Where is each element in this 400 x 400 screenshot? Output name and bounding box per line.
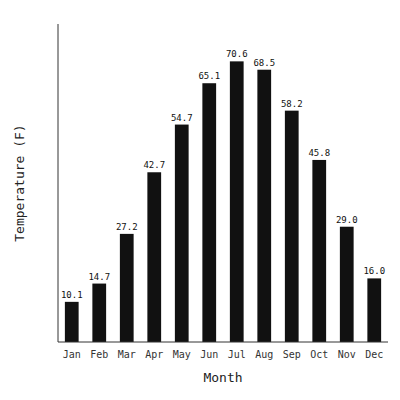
x-tick-label: Sep [283,349,301,360]
x-tick-label: May [173,349,191,360]
data-label: 68.5 [253,58,275,68]
x-axis-line [58,342,388,343]
x-tick-label: Jul [228,349,246,360]
data-label: 54.7 [171,113,193,123]
bar [230,61,244,342]
bars [65,61,381,342]
data-label: 45.8 [308,148,330,158]
bar [312,160,326,342]
data-label: 65.1 [198,71,220,81]
x-tick-label: Nov [338,349,356,360]
data-label: 42.7 [143,160,165,170]
x-tick-label: Dec [365,349,383,360]
bar [120,234,134,342]
data-label: 10.1 [61,290,83,300]
bar [65,302,79,342]
y-axis-line [58,24,59,342]
bar [340,227,354,342]
data-label: 58.2 [281,99,303,109]
bar [147,172,161,342]
bar [175,125,189,342]
bar [257,70,271,342]
x-tick-label: Feb [90,349,108,360]
data-label: 29.0 [336,215,358,225]
data-label: 14.7 [88,272,110,282]
x-tick-label: Oct [310,349,328,360]
x-tick-label: Apr [145,349,163,360]
x-tick-label: Aug [255,349,273,360]
x-tick-label: Mar [118,349,136,360]
x-tick-label: Jun [200,349,218,360]
bar [202,83,216,342]
y-axis-label: Temperature (F) [12,124,27,241]
x-tick-label: Jan [63,349,81,360]
bar [367,278,381,342]
data-label: 16.0 [363,266,385,276]
bar [92,284,106,342]
chart: Jan Feb Mar Apr May Jun Jul Aug Sep Oct Nov Dec 10.1… [0,0,400,400]
data-label: 27.2 [116,222,138,232]
x-axis-label: Month [203,370,242,385]
data-label: 70.6 [226,49,248,59]
bar [285,111,299,342]
